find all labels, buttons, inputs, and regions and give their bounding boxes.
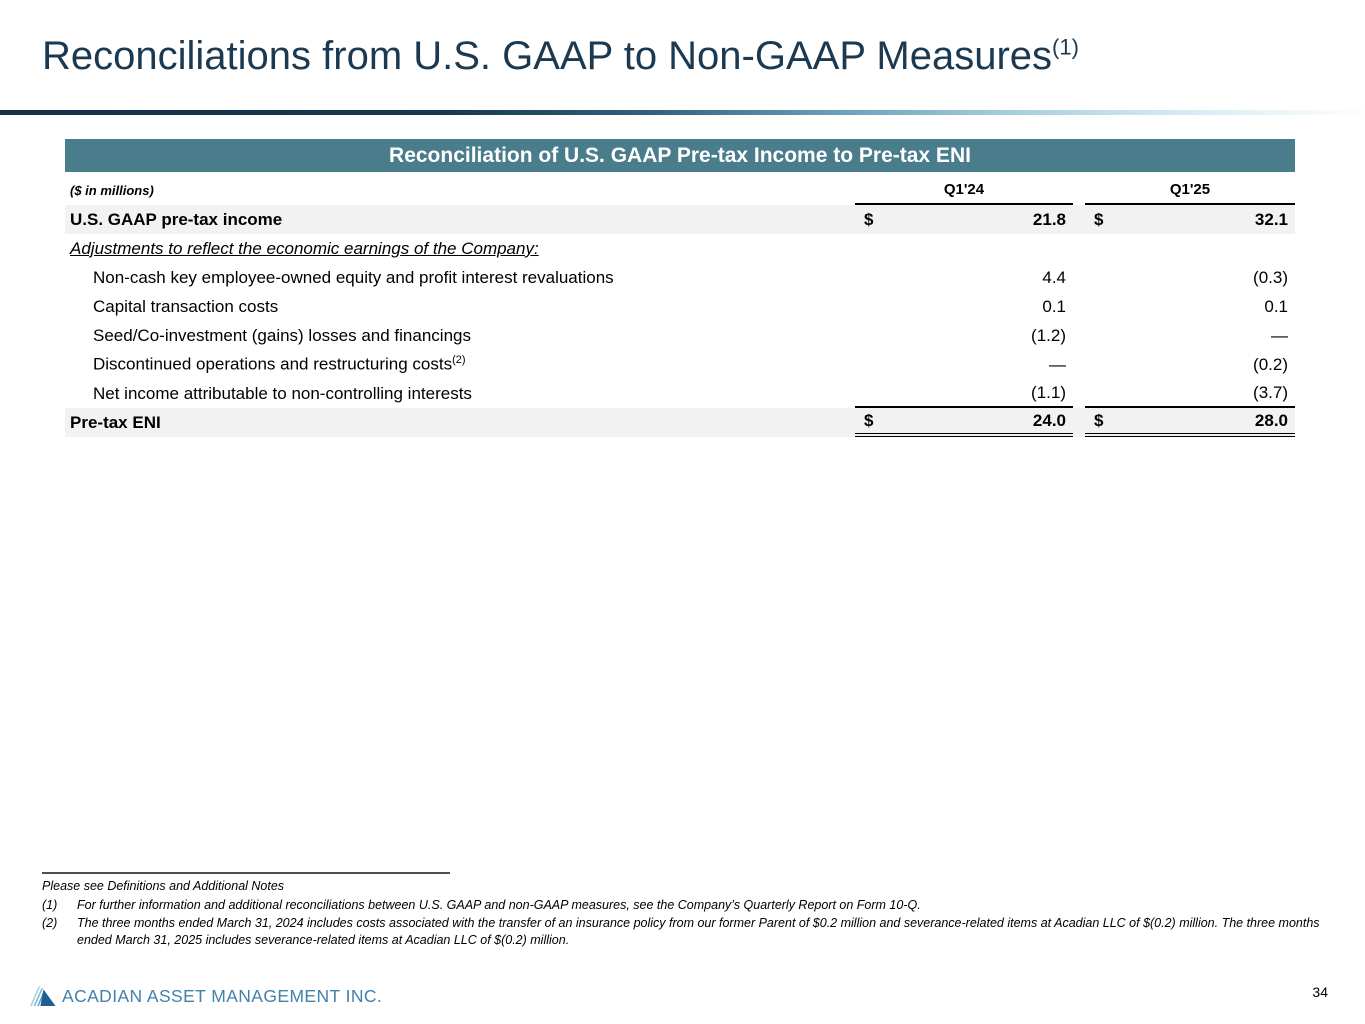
value-cell-q124: (1.1) bbox=[855, 379, 1073, 408]
cell-value: 0.1 bbox=[1264, 296, 1288, 316]
cell-value: 32.1 bbox=[1254, 209, 1288, 229]
value-cell-q124 bbox=[855, 234, 1073, 263]
row-label: Capital transaction costs bbox=[93, 296, 279, 316]
cell-value: 21.8 bbox=[1032, 209, 1066, 229]
footnote-number: (1) bbox=[42, 897, 58, 912]
cell-value: (0.3) bbox=[1253, 267, 1288, 287]
value-cell-q125: $28.0 bbox=[1085, 408, 1295, 437]
page-title-footnote-ref: (1) bbox=[1052, 34, 1079, 60]
title-divider bbox=[0, 110, 1365, 115]
cell-value: (3.7) bbox=[1253, 382, 1288, 402]
row-label: Net income attributable to non-controlli… bbox=[93, 383, 472, 403]
column-header-q125: Q1'25 bbox=[1085, 181, 1295, 205]
value-cell-q125: (0.3) bbox=[1085, 263, 1295, 292]
dollar-sign: $ bbox=[864, 410, 874, 430]
footnote-intro: Please see Definitions and Additional No… bbox=[42, 879, 285, 893]
table-rows: U.S. GAAP pre-tax income $21.8 $32.1 Adjust… bbox=[65, 205, 1295, 437]
value-cell-q125: $32.1 bbox=[1085, 205, 1295, 234]
table-row: Adjustments to reflect the economic earn… bbox=[65, 234, 1295, 263]
value-cell-q125: 0.1 bbox=[1085, 292, 1295, 321]
page-title-text: Reconciliations from U.S. GAAP to Non-GA… bbox=[42, 34, 1053, 78]
cell-value: — bbox=[1049, 354, 1066, 374]
row-label: U.S. GAAP pre-tax income bbox=[70, 209, 283, 229]
row-label: Pre-tax ENI bbox=[70, 412, 161, 432]
units-label: ($ in millions) bbox=[70, 183, 154, 198]
footnote-item: (1) For further information and additiona… bbox=[42, 897, 1347, 914]
cell-value: 24.0 bbox=[1032, 410, 1066, 430]
dollar-sign: $ bbox=[1094, 410, 1104, 430]
reconciliation-table: Reconciliation of U.S. GAAP Pre-tax Inco… bbox=[65, 139, 1295, 437]
footnote-divider bbox=[42, 872, 450, 874]
table-row: Capital transaction costs 0.1 0.1 bbox=[65, 292, 1295, 321]
row-label-footnote-ref: (2) bbox=[452, 354, 466, 367]
company-name: ACADIAN ASSET MANAGEMENT INC. bbox=[62, 985, 383, 1006]
acadian-logo-icon bbox=[30, 986, 56, 1006]
table-row: Net income attributable to non-controlli… bbox=[65, 379, 1295, 408]
footnote-number: (2) bbox=[42, 916, 58, 931]
table-row: Non-cash key employee-owned equity and p… bbox=[65, 263, 1295, 292]
table-title: Reconciliation of U.S. GAAP Pre-tax Inco… bbox=[65, 139, 1295, 172]
row-label: Non-cash key employee-owned equity and p… bbox=[93, 267, 614, 287]
value-cell-q124: 4.4 bbox=[855, 263, 1073, 292]
cell-value: (1.2) bbox=[1031, 325, 1066, 345]
cell-value: (1.1) bbox=[1031, 382, 1066, 402]
row-label: Discontinued operations and restructurin… bbox=[93, 354, 466, 374]
cell-value: — bbox=[1271, 325, 1288, 345]
footnote-text: For further information and additional r… bbox=[77, 897, 921, 912]
row-label: Seed/Co-investment (gains) losses and fi… bbox=[93, 325, 471, 345]
value-cell-q125: — bbox=[1085, 321, 1295, 350]
value-cell-q125: (3.7) bbox=[1085, 379, 1295, 408]
value-cell-q124: — bbox=[855, 350, 1073, 379]
cell-value: 0.1 bbox=[1042, 296, 1066, 316]
table-row: U.S. GAAP pre-tax income $21.8 $32.1 bbox=[65, 205, 1295, 234]
footnote-list: (1) For further information and additiona… bbox=[42, 897, 1347, 949]
value-cell-q124: 0.1 bbox=[855, 292, 1073, 321]
cell-value: 28.0 bbox=[1254, 410, 1288, 430]
value-cell-q125: (0.2) bbox=[1085, 350, 1295, 379]
table-row: Pre-tax ENI $24.0 $28.0 bbox=[65, 408, 1295, 437]
footnote-item: (2) The three months ended March 31, 2024… bbox=[42, 915, 1347, 948]
value-cell-q125 bbox=[1085, 234, 1295, 263]
cell-value: (0.2) bbox=[1253, 354, 1288, 374]
row-label: Adjustments to reflect the economic earn… bbox=[70, 238, 539, 258]
footnotes: Please see Definitions and Additional No… bbox=[42, 878, 1347, 949]
table-row: Discontinued operations and restructurin… bbox=[65, 350, 1295, 379]
page-title: Reconciliations from U.S. GAAP to Non-GA… bbox=[42, 34, 1079, 79]
page-number: 34 bbox=[1312, 984, 1328, 1000]
dollar-sign: $ bbox=[864, 209, 874, 229]
cell-value: 4.4 bbox=[1042, 267, 1066, 287]
table-row: Seed/Co-investment (gains) losses and fi… bbox=[65, 321, 1295, 350]
dollar-sign: $ bbox=[1094, 209, 1104, 229]
value-cell-q124: $21.8 bbox=[855, 205, 1073, 234]
footnote-text: The three months ended March 31, 2024 in… bbox=[77, 916, 1320, 947]
column-header-q124: Q1'24 bbox=[855, 181, 1073, 205]
table-column-header-row: ($ in millions) Q1'24 Q1'25 bbox=[65, 172, 1295, 205]
value-cell-q124: (1.2) bbox=[855, 321, 1073, 350]
company-logo: ACADIAN ASSET MANAGEMENT INC. bbox=[30, 985, 382, 1007]
value-cell-q124: $24.0 bbox=[855, 408, 1073, 437]
